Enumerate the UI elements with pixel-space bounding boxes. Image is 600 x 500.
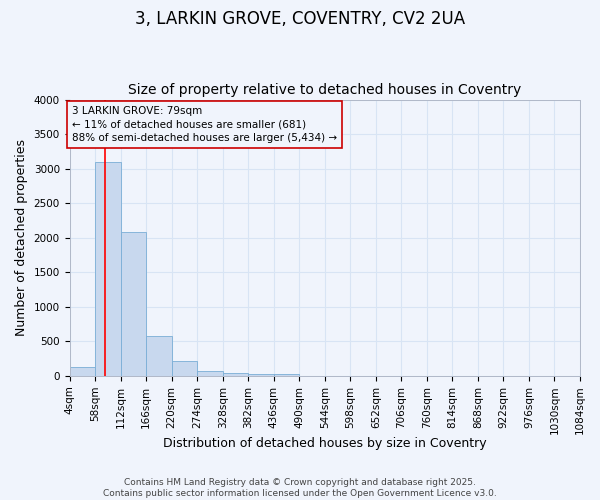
Text: Contains HM Land Registry data © Crown copyright and database right 2025.
Contai: Contains HM Land Registry data © Crown c… [103, 478, 497, 498]
Text: 3, LARKIN GROVE, COVENTRY, CV2 2UA: 3, LARKIN GROVE, COVENTRY, CV2 2UA [135, 10, 465, 28]
Title: Size of property relative to detached houses in Coventry: Size of property relative to detached ho… [128, 83, 521, 97]
X-axis label: Distribution of detached houses by size in Coventry: Distribution of detached houses by size … [163, 437, 487, 450]
Bar [70, 367, 95, 376]
Bar [95, 162, 121, 376]
Y-axis label: Number of detached properties: Number of detached properties [15, 139, 28, 336]
Bar [223, 373, 248, 376]
Bar [274, 374, 299, 376]
Text: 3 LARKIN GROVE: 79sqm
← 11% of detached houses are smaller (681)
88% of semi-det: 3 LARKIN GROVE: 79sqm ← 11% of detached … [72, 106, 337, 143]
Bar [121, 232, 146, 376]
Bar [248, 374, 274, 376]
Bar [197, 372, 223, 376]
Bar [172, 362, 197, 376]
Bar [146, 336, 172, 376]
